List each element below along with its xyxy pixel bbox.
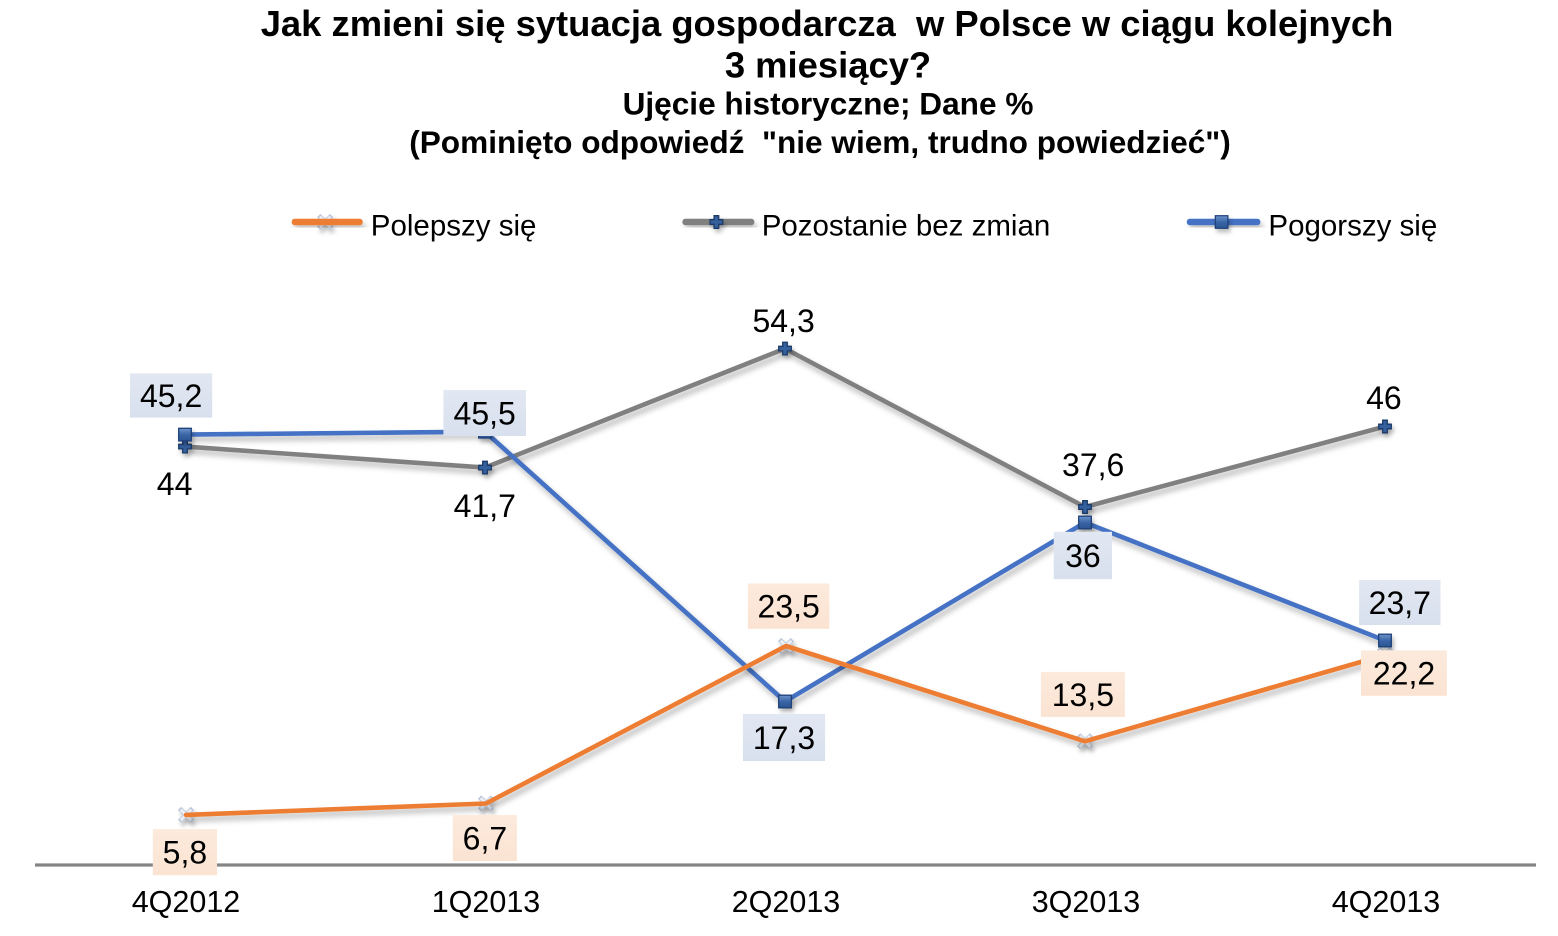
svg-text:Pogorszy się: Pogorszy się: [1268, 209, 1437, 242]
svg-text:4Q2013: 4Q2013: [1332, 885, 1441, 919]
svg-text:54,3: 54,3: [752, 303, 814, 339]
svg-text:37,6: 37,6: [1062, 447, 1124, 483]
svg-text:Jak zmieni się sytuacja gospod: Jak zmieni się sytuacja gospodarcza w Po…: [261, 3, 1394, 44]
svg-text:17,3: 17,3: [753, 720, 815, 756]
svg-text:45,2: 45,2: [140, 378, 202, 414]
svg-text:3Q2013: 3Q2013: [1032, 885, 1141, 919]
svg-text:23,5: 23,5: [758, 589, 820, 625]
svg-text:(Pominięto odpowiedź "nie wie: (Pominięto odpowiedź "nie wiem, trudno p…: [409, 124, 1231, 160]
svg-text:3 miesiący?: 3 miesiący?: [725, 45, 931, 86]
svg-text:2Q2013: 2Q2013: [732, 885, 841, 919]
svg-text:41,7: 41,7: [454, 488, 516, 524]
svg-text:Polepszy się: Polepszy się: [371, 209, 537, 242]
svg-text:36: 36: [1065, 538, 1101, 574]
svg-text:5,8: 5,8: [163, 835, 207, 871]
svg-text:4Q2012: 4Q2012: [132, 885, 241, 919]
svg-text:Pozostanie bez zmian: Pozostanie bez zmian: [762, 209, 1051, 242]
svg-text:22,2: 22,2: [1373, 656, 1435, 692]
svg-text:44: 44: [157, 466, 193, 502]
svg-text:1Q2013: 1Q2013: [432, 885, 541, 919]
svg-text:23,7: 23,7: [1369, 585, 1431, 621]
svg-text:13,5: 13,5: [1052, 677, 1114, 713]
svg-text:6,7: 6,7: [463, 821, 507, 857]
svg-text:46: 46: [1366, 380, 1402, 416]
svg-text:Ujęcie historyczne; Dane %: Ujęcie historyczne; Dane %: [623, 85, 1034, 121]
svg-text:45,5: 45,5: [454, 396, 516, 432]
